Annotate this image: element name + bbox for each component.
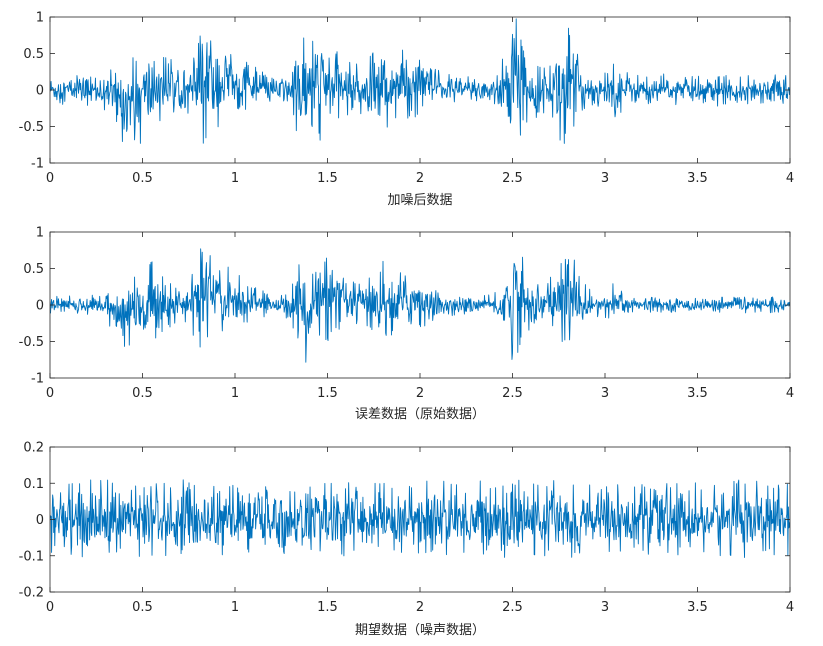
x-tick-label: 2 <box>416 386 424 401</box>
x-tick-label: 3.5 <box>687 171 708 186</box>
y-tick-label: -0.5 <box>19 120 44 135</box>
y-tick-label: 0.2 <box>23 441 44 456</box>
y-tick-label: 1 <box>36 11 44 26</box>
x-tick-label: 0.5 <box>132 171 153 186</box>
x-tick-label: 4 <box>786 600 794 615</box>
signal-line <box>50 18 790 144</box>
y-tick-label: 0.1 <box>23 477 44 492</box>
x-axis-label: 期望数据（噪声数据） <box>355 622 485 638</box>
x-tick-label: 3.5 <box>687 386 708 401</box>
x-tick-label: 3 <box>601 386 609 401</box>
x-tick-label: 1 <box>231 600 239 615</box>
x-tick-label: 3 <box>601 600 609 615</box>
x-tick-label: 0 <box>46 600 54 615</box>
y-tick-label: 1 <box>36 226 44 241</box>
subplot-1: 0 0.5 1 1.5 2 2.5 3 3.5 4 -1 -0.5 0 0.5 1 加噪后数据 <box>19 11 795 209</box>
x-tick-label: 2.5 <box>502 171 523 186</box>
x-tick-label: 2.5 <box>502 386 523 401</box>
y-tick-label: -1 <box>31 157 44 172</box>
x-tick-label: 1 <box>231 171 239 186</box>
x-tick-label: 1.5 <box>317 386 338 401</box>
y-tick-label: 0 <box>36 84 44 99</box>
x-tick-label: 2.5 <box>502 600 523 615</box>
y-tick-label: -0.5 <box>19 335 44 350</box>
x-tick-label: 1.5 <box>317 171 338 186</box>
y-tick-label: -0.1 <box>19 549 44 564</box>
y-tick-label: 0 <box>36 513 44 528</box>
y-tick-label: 0.5 <box>23 47 44 62</box>
signal-line <box>50 248 790 363</box>
x-tick-label: 0 <box>46 386 54 401</box>
x-tick-label: 3 <box>601 171 609 186</box>
x-tick-label: 0.5 <box>132 386 153 401</box>
y-tick-label: -1 <box>31 372 44 387</box>
y-tick-label: 0.5 <box>23 262 44 277</box>
x-tick-label: 4 <box>786 386 794 401</box>
x-tick-label: 3.5 <box>687 600 708 615</box>
x-tick-label: 1.5 <box>317 600 338 615</box>
x-tick-label: 2 <box>416 171 424 186</box>
x-axis-label: 误差数据（原始数据） <box>355 407 485 422</box>
x-tick-label: 0.5 <box>132 600 153 615</box>
x-tick-label: 1 <box>231 386 239 401</box>
y-tick-label: 0 <box>36 299 44 314</box>
signal-line <box>50 479 790 558</box>
y-tick-label: -0.2 <box>19 586 44 601</box>
subplot-2: 0 0.5 1 1.5 2 2.5 3 3.5 4 -1 -0.5 0 0.5 1 误差数据（原始数据） <box>19 226 795 423</box>
subplot-3: 0 0.5 1 1.5 2 2.5 3 3.5 4 -0.2 -0.1 0 0.1 0.2 期望数据（噪声数… <box>19 441 795 639</box>
x-tick-label: 2 <box>416 600 424 615</box>
subplots: 0 0.5 1 1.5 2 2.5 3 3.5 4 -1 -0.5 0 0.5 1 加噪后数据 0 0.5 1 1.… <box>19 11 795 639</box>
x-tick-label: 0 <box>46 171 54 186</box>
x-axis-label: 加噪后数据 <box>387 193 452 208</box>
x-tick-label: 4 <box>786 171 794 186</box>
